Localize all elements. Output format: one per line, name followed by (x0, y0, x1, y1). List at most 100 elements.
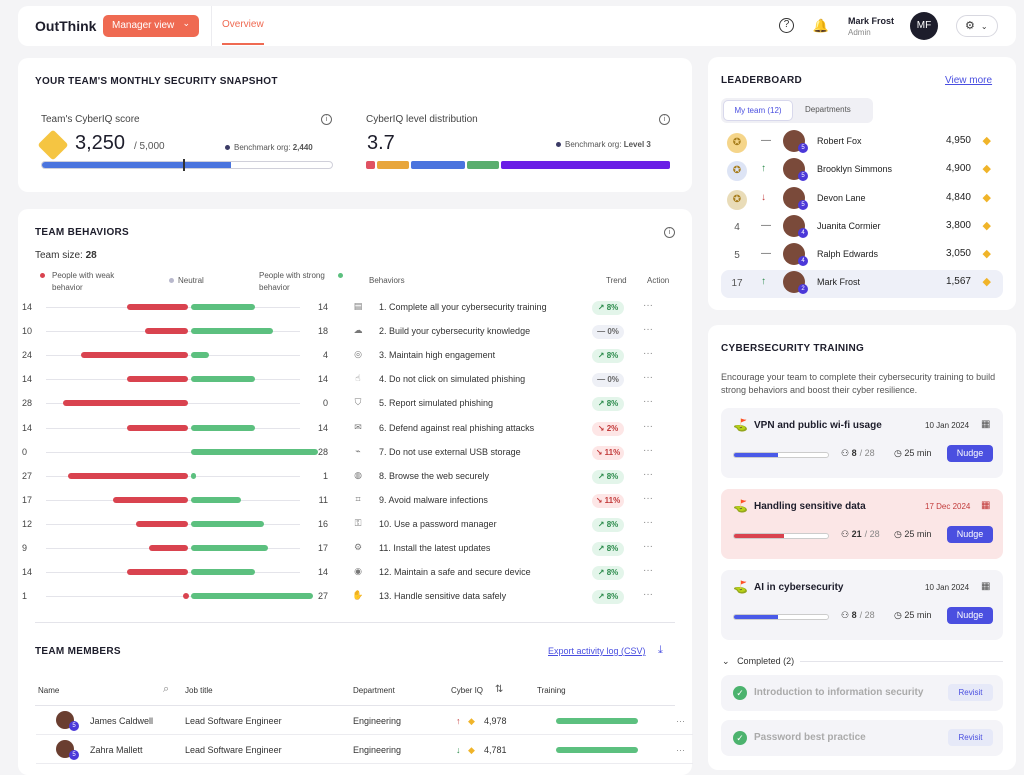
member-name[interactable]: Zahra Mallett (90, 745, 143, 755)
manager-view-dropdown[interactable]: Manager view ⌄ (103, 15, 199, 37)
medal-silver-icon: ✪ (727, 161, 747, 182)
more-actions-icon[interactable]: ··· (643, 492, 653, 504)
nudge-button[interactable]: Nudge (947, 445, 993, 462)
settings-button[interactable]: ⚙ ⌄ (956, 15, 998, 37)
more-actions-icon[interactable]: ··· (643, 324, 653, 336)
behavior-label[interactable]: 7. Do not use external USB storage (379, 446, 521, 457)
clock-icon: ◷ (894, 610, 905, 620)
strong-bar (191, 424, 255, 431)
behavior-label[interactable]: 9. Avoid malware infections (379, 494, 488, 505)
scan-icon: ⌗ (355, 493, 361, 504)
info-icon[interactable]: i (664, 227, 675, 238)
behavior-row: 14 14 ▤ 1. Complete all your cybersecurity … (0, 296, 675, 320)
weak-count: 0 (22, 446, 28, 457)
training-description: Encourage your team to complete their cy… (721, 372, 996, 395)
behavior-label[interactable]: 8. Browse the web securely (379, 470, 490, 481)
strong-bar (191, 352, 210, 359)
cyberiq-icon: ◆ (982, 248, 991, 261)
behavior-label[interactable]: 6. Defend against real phishing attacks (379, 422, 535, 433)
help-icon[interactable]: ? (779, 18, 794, 33)
more-actions-icon[interactable]: ··· (643, 516, 653, 528)
behavior-label[interactable]: 11. Install the latest updates (379, 543, 491, 553)
more-actions-icon[interactable]: ··· (643, 420, 653, 432)
leaderboard-row[interactable]: ✪ ↓ 5 Devon Lane 4,840 ◆ (721, 186, 1003, 212)
behavior-label[interactable]: 4. Do not click on simulated phishing (379, 374, 526, 385)
training-item[interactable]: ⛳ VPN and public wi-fi usage 10 Jan 2024 ▦ ⚇… (721, 408, 1003, 478)
col-cyber-iq[interactable]: Cyber IQ (451, 686, 484, 695)
behavior-label[interactable]: 12. Maintain a safe and secure device (379, 567, 531, 578)
leaderboard-row[interactable]: ✪ ↑ 5 Brooklyn Simmons 4,900 ◆ (721, 157, 1003, 183)
more-actions-icon[interactable]: ··· (643, 300, 653, 311)
distribution-segment (366, 161, 375, 169)
cyber-iq-value: 4,978 (484, 716, 507, 726)
more-actions-icon[interactable]: ··· (643, 348, 653, 360)
leaderboard-row[interactable]: 17 ↑ 2 Mark Frost 1,567 ◆ (721, 270, 1003, 298)
completed-item[interactable]: ✓ Introduction to information security Rev… (721, 675, 1003, 711)
duration: ◷ 25 min (894, 610, 931, 621)
revisit-button[interactable]: Revisit (948, 684, 993, 701)
tab-overview[interactable]: Overview (222, 19, 264, 30)
sort-icon[interactable]: ⇅ (495, 684, 504, 695)
behavior-label[interactable]: 1. Complete all your cybersecurity train… (379, 302, 547, 312)
behaviors-title: TEAM BEHAVIORS (35, 227, 130, 238)
more-actions-icon[interactable]: ··· (643, 541, 653, 552)
col-name[interactable]: Name (38, 686, 60, 695)
user-name: Mark Frost (848, 16, 895, 26)
view-more-link[interactable]: View more (945, 75, 993, 86)
behavior-label[interactable]: 3. Maintain high engagement (379, 350, 496, 361)
training-item[interactable]: ⛳ AI in cybersecurity 10 Jan 2024 ▦ ⚇ 8/ 28 ◷… (721, 570, 1003, 640)
more-actions-icon[interactable]: ··· (676, 716, 685, 726)
info-icon[interactable]: i (321, 114, 332, 125)
search-icon[interactable]: ⌕ (163, 683, 170, 695)
leaderboard-row[interactable]: 4 — 4 Juanita Cormier 3,800 ◆ (721, 214, 1003, 240)
bell-icon[interactable]: 🔔 (812, 18, 830, 33)
behavior-label[interactable]: 10. Use a password manager (379, 518, 497, 529)
behavior-label[interactable]: 2. Build your cybersecurity knowledge (379, 326, 531, 337)
leaderboard-row[interactable]: ✪ — 5 Robert Fox 4,950 ◆ (721, 129, 1003, 155)
member-name[interactable]: James Caldwell (90, 716, 154, 726)
behavior-label[interactable]: 13. Handle sensitive data safely (379, 591, 507, 602)
table-row[interactable]: 5 James Caldwell Lead Software Engineer Eng… (36, 707, 693, 735)
table-row[interactable]: 5 Zahra Mallett Lead Software Engineer Engi… (36, 736, 693, 764)
nudge-button[interactable]: Nudge (947, 607, 993, 624)
benchmark-value: 2,440 (292, 143, 313, 152)
training-progress-bar (556, 747, 638, 753)
revisit-button[interactable]: Revisit (948, 729, 993, 746)
weak-count: 1 (22, 591, 28, 602)
tab-departments[interactable]: Departments (805, 105, 851, 114)
export-csv-link[interactable]: Export activity log (CSV) (548, 646, 646, 656)
strong-count: 18 (317, 326, 328, 337)
weak-count: 24 (22, 350, 33, 361)
distribution-label: CyberIQ level distribution (366, 114, 478, 125)
nudge-button[interactable]: Nudge (947, 526, 993, 543)
level-badge: 4 (798, 227, 808, 238)
completed-item[interactable]: ✓ Password best practice Revisit (721, 720, 1003, 756)
training-name: Handling sensitive data (754, 501, 866, 512)
leader-score: 1,567 (945, 276, 971, 287)
more-actions-icon[interactable]: ··· (643, 565, 653, 577)
training-item[interactable]: ⛳ Handling sensitive data 17 Dec 2024 ▦ ⚇ 21… (721, 489, 1003, 559)
logo[interactable]: OutThink (35, 18, 97, 34)
cyberiq-label: Team's CyberIQ score (41, 114, 140, 125)
strong-bar (191, 520, 264, 527)
info-icon[interactable]: i (659, 114, 670, 125)
more-actions-icon[interactable]: ··· (643, 444, 653, 456)
department: Engineering (353, 745, 402, 755)
tab-my-team[interactable]: My team (12) (723, 100, 793, 121)
avatar[interactable]: MF (910, 12, 938, 40)
more-actions-icon[interactable]: ··· (643, 396, 653, 408)
more-actions-icon[interactable]: ··· (643, 372, 653, 384)
people-icon: ⚇ (841, 448, 852, 458)
download-icon[interactable]: ⤓ (658, 644, 663, 656)
completed-toggle[interactable]: ⌄ Completed (2) (722, 656, 794, 667)
more-actions-icon[interactable]: ··· (643, 468, 653, 480)
rank-number: 17 (731, 278, 743, 289)
leaderboard-row[interactable]: 5 — 4 Ralph Edwards 3,050 ◆ (721, 242, 1003, 268)
behavior-label[interactable]: 5. Report simulated phishing (379, 398, 494, 409)
more-actions-icon[interactable]: ··· (643, 589, 653, 601)
level-badge: 5 (69, 750, 79, 760)
more-actions-icon[interactable]: ··· (676, 745, 685, 755)
gear-icon: ⚙ (353, 542, 363, 552)
dash-icon: — (761, 248, 771, 260)
weak-bar (126, 376, 188, 383)
